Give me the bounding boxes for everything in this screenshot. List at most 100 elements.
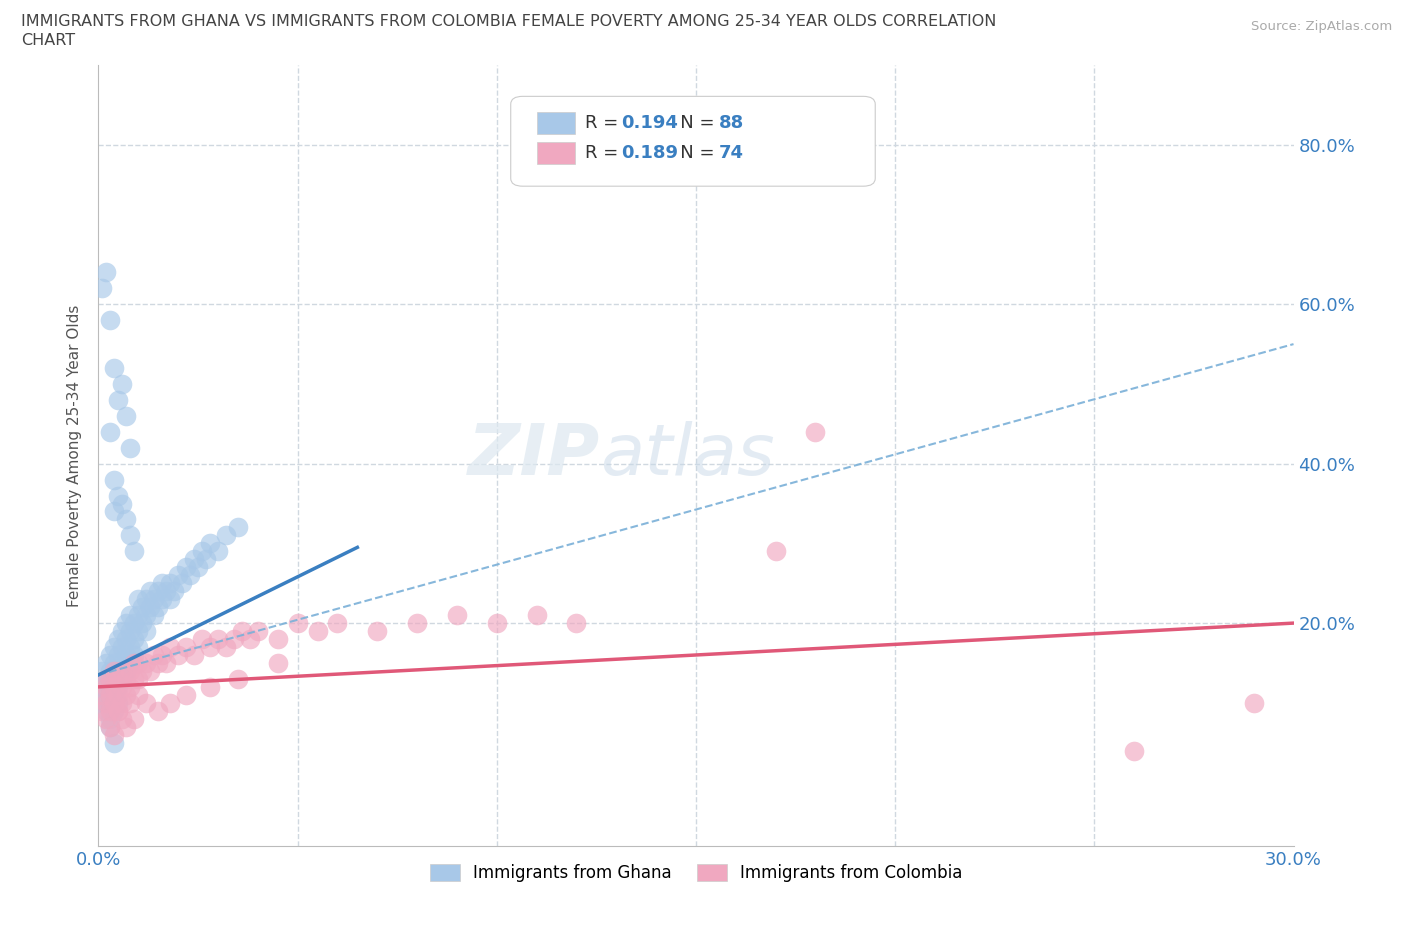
Point — [485, 616, 508, 631]
Point — [91, 696, 114, 711]
Point — [124, 656, 146, 671]
Point — [111, 680, 134, 695]
Point — [96, 696, 118, 711]
Y-axis label: Female Poverty Among 25-34 Year Olds: Female Poverty Among 25-34 Year Olds — [67, 304, 83, 607]
Point — [191, 544, 214, 559]
Point — [174, 640, 197, 655]
Point — [135, 656, 157, 671]
Point — [111, 640, 134, 655]
Point — [124, 711, 146, 726]
Point — [98, 719, 122, 734]
Point — [103, 696, 125, 711]
Point — [111, 711, 134, 726]
Point — [111, 624, 134, 639]
Point — [148, 584, 170, 599]
Text: 0.189: 0.189 — [620, 144, 678, 163]
Point — [150, 647, 173, 662]
Point — [103, 656, 125, 671]
Point — [167, 568, 190, 583]
Point — [107, 680, 129, 695]
Point — [143, 647, 166, 662]
Point — [120, 640, 142, 655]
Point — [120, 624, 142, 639]
Point — [198, 536, 221, 551]
Text: 74: 74 — [718, 144, 744, 163]
Point — [103, 640, 125, 655]
Text: CHART: CHART — [21, 33, 75, 47]
Point — [98, 647, 122, 662]
Text: atlas: atlas — [600, 421, 775, 490]
Point — [148, 703, 170, 718]
Point — [526, 607, 548, 622]
Bar — [537, 142, 575, 165]
Point — [195, 551, 218, 566]
Point — [127, 656, 149, 671]
Point — [120, 607, 142, 622]
Point — [183, 647, 205, 662]
Point — [107, 696, 129, 711]
Point — [446, 607, 468, 622]
Point — [226, 520, 249, 535]
Point — [226, 671, 249, 686]
Point — [131, 616, 153, 631]
Point — [96, 656, 118, 671]
Point — [115, 647, 138, 662]
Text: 88: 88 — [718, 113, 744, 132]
Point — [167, 647, 190, 662]
Point — [131, 600, 153, 615]
Point — [103, 504, 125, 519]
FancyBboxPatch shape — [510, 97, 875, 186]
Point — [174, 687, 197, 702]
Point — [115, 663, 138, 678]
Point — [155, 584, 177, 599]
Point — [127, 671, 149, 686]
Point — [103, 680, 125, 695]
Point — [239, 631, 262, 646]
Point — [143, 607, 166, 622]
Point — [267, 656, 290, 671]
Point — [1243, 696, 1265, 711]
Point — [96, 671, 118, 686]
Point — [155, 656, 177, 671]
Point — [172, 576, 194, 591]
Point — [107, 631, 129, 646]
Point — [148, 656, 170, 671]
Text: R =: R = — [585, 144, 624, 163]
Point — [115, 631, 138, 646]
Point — [111, 671, 134, 686]
Point — [120, 528, 142, 543]
Point — [103, 687, 125, 702]
Point — [565, 616, 588, 631]
Point — [191, 631, 214, 646]
Point — [103, 663, 125, 678]
Point — [96, 687, 118, 702]
Point — [103, 727, 125, 742]
Point — [179, 568, 201, 583]
Point — [135, 607, 157, 622]
Point — [115, 719, 138, 734]
Point — [207, 631, 229, 646]
Point — [143, 591, 166, 606]
Point — [98, 312, 122, 327]
Point — [120, 680, 142, 695]
Point — [215, 640, 238, 655]
Point — [98, 711, 122, 726]
Point — [127, 591, 149, 606]
Point — [98, 696, 122, 711]
Point — [124, 671, 146, 686]
Point — [111, 496, 134, 511]
Legend: Immigrants from Ghana, Immigrants from Colombia: Immigrants from Ghana, Immigrants from C… — [423, 857, 969, 889]
Point — [127, 624, 149, 639]
Point — [107, 687, 129, 702]
Point — [1123, 743, 1146, 758]
Point — [131, 663, 153, 678]
Text: Source: ZipAtlas.com: Source: ZipAtlas.com — [1251, 20, 1392, 33]
Point — [115, 408, 138, 423]
Point — [120, 663, 142, 678]
Point — [159, 696, 181, 711]
Point — [215, 528, 238, 543]
Point — [159, 591, 181, 606]
Point — [135, 696, 157, 711]
Point — [163, 584, 186, 599]
Point — [198, 680, 221, 695]
